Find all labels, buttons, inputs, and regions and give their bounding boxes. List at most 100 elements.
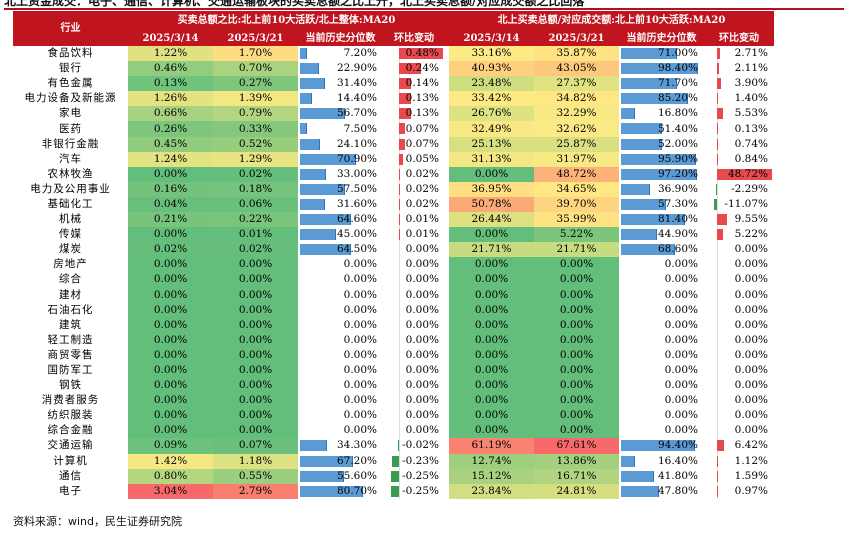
ratio-cell-a2: 0.00% [213, 287, 298, 303]
mom-value: 0.02% [405, 182, 439, 195]
industry-name: 有色金属 [47, 77, 94, 90]
mom-value: 5.53% [734, 107, 768, 120]
percentile-cell: 55.60% [298, 469, 383, 484]
mom-bar-positive [716, 63, 719, 75]
mom-bar-positive [398, 198, 401, 210]
mom-cell: 48.72% [704, 166, 774, 182]
percentile-cell: 0.00% [298, 257, 383, 272]
percentile-cell: 0.00% [619, 378, 704, 393]
ratio-cell-a2: 0.22% [213, 212, 298, 228]
ratio-cell-b1: 0.00% [449, 347, 534, 363]
industry-name: 综合 [59, 273, 82, 286]
mom-axis [716, 302, 718, 318]
percentile-bar [300, 138, 320, 150]
mom-cell: -0.25% [383, 483, 445, 499]
row-gap [445, 196, 449, 213]
mom-bar-positive [398, 138, 405, 150]
percentile-value: 64.50% [336, 243, 377, 256]
ratio-cell-b1: 50.78% [449, 196, 534, 213]
mom-axis [716, 257, 718, 273]
percentile-value: 0.00% [664, 333, 698, 346]
ratio-cell-b1: 15.12% [449, 468, 534, 484]
mom-cell: 2.71% [704, 46, 774, 62]
mom-bar-negative [397, 440, 399, 452]
percentile-cell: 98.40% [619, 61, 704, 76]
industry-name: 非银行金融 [41, 137, 100, 150]
ratio-cell-b1: 0.00% [449, 423, 534, 439]
mom-cell: 0.07% [383, 121, 445, 137]
mom-axis [398, 438, 400, 454]
mom-value: 0.00% [405, 273, 439, 286]
row-gap [445, 393, 449, 409]
col-pct-b: 当前历史分位数 [619, 30, 704, 46]
mom-value: 0.00% [734, 424, 768, 437]
ratio-cell-a2: 0.00% [213, 408, 298, 424]
ratio-cell-b1: 23.48% [449, 76, 534, 92]
ratio-cell-a2: 1.18% [213, 453, 298, 469]
mom-value: 0.84% [734, 152, 768, 165]
percentile-bar [300, 153, 356, 165]
percentile-value: 71.70% [657, 77, 698, 90]
ratio-cell-a2: 1.39% [213, 91, 298, 107]
ratio-cell-a1: 0.13% [128, 76, 213, 92]
ratio-cell-b1: 33.42% [449, 91, 534, 107]
mom-cell: 3.90% [704, 76, 774, 92]
mom-value: 0.00% [734, 364, 768, 377]
percentile-value: 98.40% [657, 62, 698, 75]
mom-bar-negative [392, 455, 399, 467]
mom-value: -0.25% [402, 484, 439, 497]
row-gap [445, 242, 449, 258]
mom-bar-negative [391, 470, 399, 482]
percentile-cell: 33.00% [298, 167, 383, 182]
ratio-cell-b2: 48.72% [534, 166, 619, 182]
ratio-cell-a2: 0.00% [213, 393, 298, 409]
mom-value: 0.00% [405, 288, 439, 301]
percentile-bar [621, 108, 635, 120]
mom-cell: 0.13% [704, 121, 774, 137]
mom-value: 0.13% [405, 92, 439, 105]
mom-cell: 0.05% [383, 151, 445, 167]
table-row: 轻工制造 0.00% 0.00% 0.00% 0.00% 0.00% 0.00% 0.00% 0… [13, 332, 774, 348]
mom-cell: 0.00% [383, 347, 445, 363]
percentile-bar [621, 123, 662, 135]
mom-bar-positive [716, 78, 722, 90]
percentile-value: 0.00% [343, 348, 377, 361]
mom-cell: 0.00% [383, 257, 445, 273]
table-row: 消费者服务 0.00% 0.00% 0.00% 0.00% 0.00% 0.00% 0.00%… [13, 393, 774, 409]
mom-cell: 0.00% [383, 272, 445, 288]
ratio-cell-b1: 33.16% [449, 46, 534, 62]
col-date1-b: 2025/3/14 [449, 30, 534, 46]
percentile-cell: 56.70% [298, 106, 383, 121]
mom-cell: 0.00% [704, 423, 774, 439]
ratio-cell-a2: 0.70% [213, 61, 298, 77]
group2-header: 北上买卖总额/对应成交额:北上前10大活跃:MA20 [449, 11, 774, 30]
mom-value: 0.00% [405, 364, 439, 377]
mom-bar-positive [716, 138, 718, 150]
percentile-value: 31.60% [336, 197, 377, 210]
industry-name: 国防军工 [47, 364, 94, 377]
percentile-value: 94.40% [657, 439, 698, 452]
mom-value: 0.00% [734, 333, 768, 346]
mom-cell: 0.00% [704, 347, 774, 363]
percentile-bar [621, 455, 635, 467]
mom-value: 0.14% [405, 77, 439, 90]
mom-cell: 0.00% [704, 257, 774, 273]
mom-cell: 0.01% [383, 227, 445, 243]
mom-bar-positive [398, 229, 400, 241]
percentile-value: 0.00% [343, 258, 377, 271]
percentile-cell: 0.00% [298, 333, 383, 348]
percentile-bar [621, 244, 675, 256]
ratio-cell-a1: 0.09% [128, 438, 213, 454]
percentile-bar [621, 214, 685, 226]
industry-name: 传媒 [59, 228, 82, 241]
percentile-value: 0.00% [343, 379, 377, 392]
mom-axis [398, 423, 400, 439]
percentile-bar [300, 229, 336, 241]
percentile-cell: 0.00% [298, 363, 383, 378]
mom-cell: 0.00% [383, 408, 445, 424]
percentile-cell: 64.50% [298, 242, 383, 257]
mom-cell: -2.29% [704, 181, 774, 197]
percentile-bar [300, 123, 307, 135]
industry-name: 计算机 [53, 454, 88, 467]
percentile-cell: 71.00% [619, 46, 704, 61]
